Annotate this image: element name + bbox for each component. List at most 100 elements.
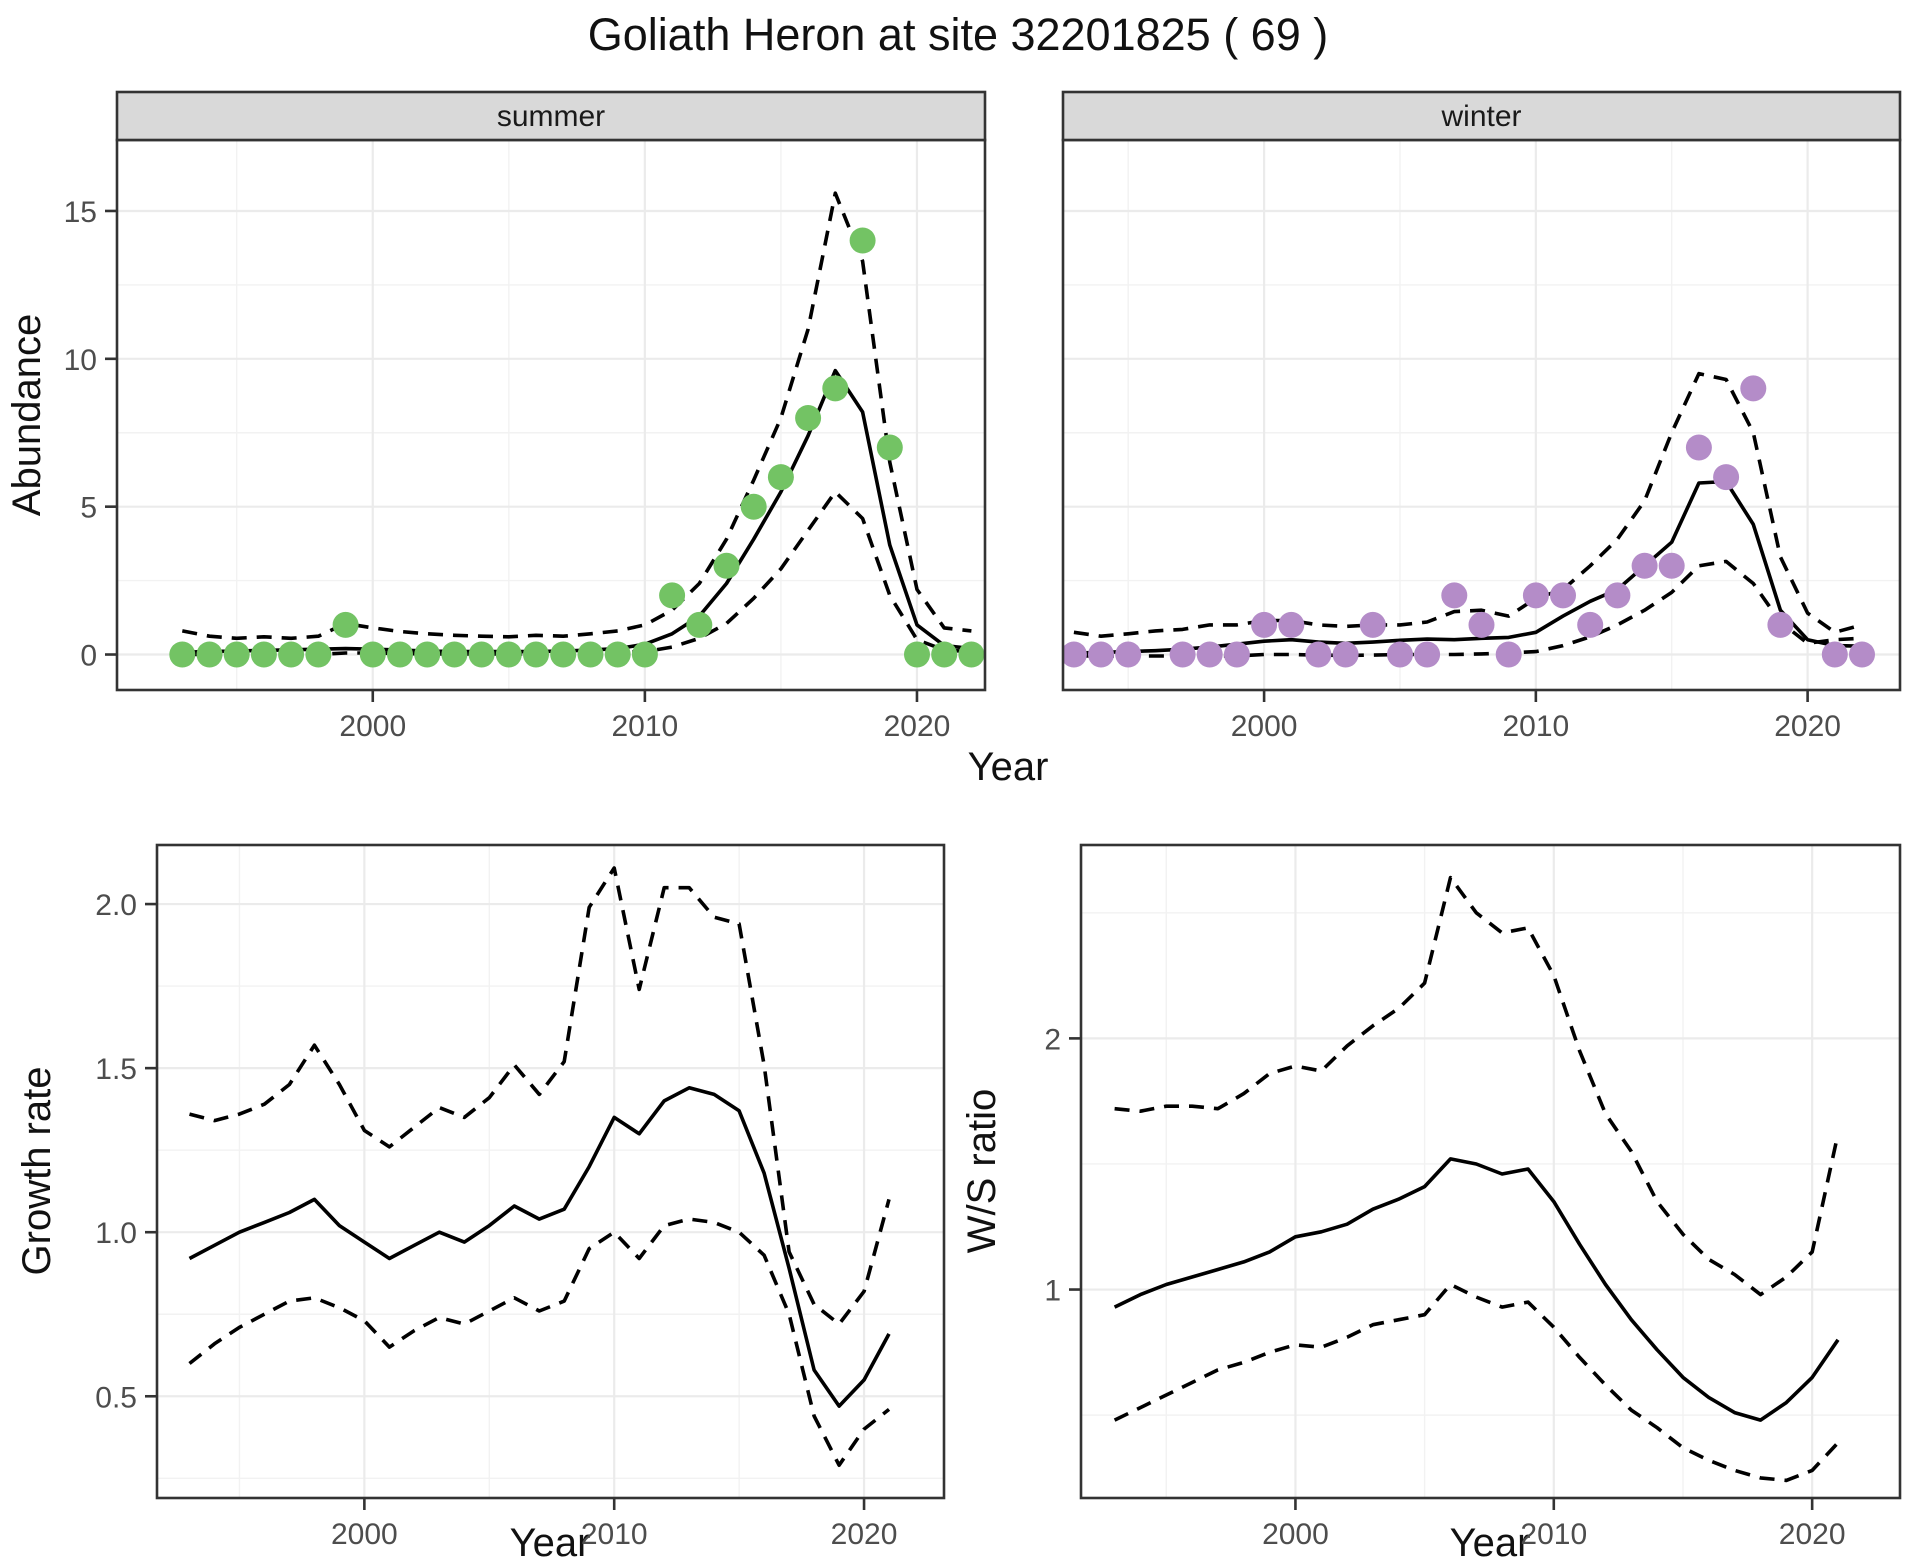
bottom-right-year-axis-title: Year — [1450, 1521, 1531, 1560]
y-tick-label: 2 — [1044, 1023, 1061, 1056]
x-tick-label: 2000 — [331, 1518, 398, 1551]
x-tick-label: 2020 — [1779, 1518, 1846, 1551]
panel-border — [1061, 138, 1902, 692]
panel-border — [155, 843, 946, 1500]
abundance-winter-data-point — [1441, 582, 1468, 609]
panel-border — [1079, 843, 1902, 1500]
abundance-winter-data-point — [1251, 611, 1278, 638]
abundance-winter-data-point — [1359, 611, 1386, 638]
y-tick-label: 2.0 — [95, 889, 137, 922]
x-tick-label: 2010 — [611, 710, 678, 743]
abundance-summer-data-point — [250, 641, 277, 668]
abundance-summer-data-point — [577, 641, 604, 668]
x-tick-label: 2000 — [1262, 1518, 1329, 1551]
abundance-winter-data-point — [1604, 582, 1631, 609]
abundance-winter-data-point — [1740, 375, 1767, 402]
ws-ratio-upper-ci-line — [1114, 875, 1840, 1297]
abundance-summer-data-point — [713, 552, 740, 579]
growth-rate-axis-title: Growth rate — [15, 1067, 59, 1276]
panel-growth-rate: 2000 2010 2020 0.5 1.0 1.5 2.0 — [95, 843, 946, 1551]
y-tick-label: 0 — [80, 640, 97, 673]
x-tick-label: 2020 — [884, 710, 951, 743]
abundance-summer-data-point — [495, 641, 522, 668]
abundance-summer-data-point — [604, 641, 631, 668]
growth-rate-model-fit-line — [188, 1086, 891, 1408]
abundance-winter-data-point — [1631, 552, 1658, 579]
panel-border — [115, 138, 987, 692]
top-year-axis-title: Year — [968, 745, 1049, 789]
abundance-winter-data-point — [1522, 582, 1549, 609]
abundance-winter-data-point — [1468, 611, 1495, 638]
facet-strip — [115, 90, 987, 142]
abundance-winter-data-point — [1767, 611, 1794, 638]
abundance-axis-title: Abundance — [5, 314, 49, 516]
abundance-winter-data-point — [1685, 434, 1712, 461]
abundance-summer-data-point — [523, 641, 549, 668]
abundance-summer-data-point — [876, 434, 903, 461]
x-tick-label: 2000 — [339, 710, 406, 743]
bottom-left-year-axis-title: Year — [510, 1521, 591, 1560]
abundance-winter-lower-ci-line — [1073, 559, 1863, 658]
abundance-winter-data-point — [1278, 611, 1305, 638]
y-tick-label: 15 — [64, 196, 97, 229]
abundance-summer-data-point — [414, 641, 441, 668]
x-tick-label: 2000 — [1231, 710, 1298, 743]
abundance-winter-data-point — [1332, 641, 1359, 668]
abundance-summer-data-point — [332, 611, 359, 638]
abundance-winter-data-point — [1223, 641, 1250, 668]
abundance-winter-data-point — [1821, 641, 1848, 668]
y-tick-label: 1.0 — [95, 1217, 137, 1250]
abundance-summer-data-point — [359, 641, 386, 668]
abundance-summer-data-point — [468, 641, 495, 668]
chart-title: Goliath Heron at site 32201825 ( 69 ) — [588, 9, 1328, 60]
abundance-summer-data-point — [169, 641, 196, 668]
abundance-summer-data-point — [822, 375, 849, 402]
abundance-winter-data-point — [1577, 611, 1604, 638]
abundance-summer-data-point — [196, 641, 223, 668]
abundance-summer-data-point — [740, 493, 767, 520]
abundance-summer-data-point — [550, 641, 577, 668]
y-tick-label: 1 — [1044, 1275, 1061, 1308]
abundance-summer-data-point — [767, 464, 794, 491]
abundance-winter-data-point — [1305, 641, 1332, 668]
abundance-summer-data-point — [931, 641, 958, 668]
facet-strip-label: winter — [1440, 100, 1521, 133]
x-tick-label: 2020 — [831, 1518, 898, 1551]
abundance-summer-data-point — [958, 641, 985, 668]
abundance-summer-lower-ci-line — [182, 490, 972, 657]
abundance-winter-data-point — [1088, 641, 1114, 668]
facet-strip — [1061, 90, 1902, 142]
abundance-winter-data-point — [1169, 641, 1196, 668]
abundance-winter-data-point — [1495, 641, 1522, 668]
abundance-winter-data-point — [1387, 641, 1413, 668]
abundance-summer-data-point — [849, 227, 876, 254]
abundance-summer-data-point — [441, 641, 468, 668]
abundance-winter-data-point — [1414, 641, 1441, 668]
abundance-summer-data-point — [686, 611, 713, 638]
y-tick-label: 1.5 — [95, 1053, 137, 1086]
abundance-summer-data-point — [631, 641, 658, 668]
growth-rate-lower-ci-line — [188, 1217, 891, 1467]
abundance-winter-data-point — [1658, 552, 1685, 579]
abundance-summer-data-point — [278, 641, 305, 668]
abundance-summer-data-point — [305, 641, 332, 668]
abundance-winter-data-point — [1849, 641, 1875, 668]
x-tick-label: 2010 — [581, 1518, 648, 1551]
abundance-summer-data-point — [387, 641, 413, 668]
abundance-summer-data-point — [904, 641, 930, 668]
abundance-winter-upper-ci-line — [1073, 371, 1863, 639]
y-tick-label: 10 — [64, 344, 97, 377]
abundance-summer-data-point — [223, 641, 250, 668]
x-tick-label: 2020 — [1774, 710, 1841, 743]
panel-abundance-summer: 2000 2010 2020 0 5 10 15 summer — [64, 90, 987, 743]
abundance-winter-data-point — [1196, 641, 1223, 668]
ws-ratio-lower-ci-line — [1113, 1282, 1840, 1483]
y-tick-label: 0.5 — [95, 1381, 137, 1414]
panel-ws-ratio: 2000 2010 2020 1 2 — [1044, 843, 1902, 1551]
abundance-winter-data-point — [1115, 641, 1142, 668]
facet-strip-label: summer — [497, 100, 605, 133]
x-tick-label: 2010 — [1502, 710, 1569, 743]
abundance-summer-data-point — [795, 405, 822, 431]
